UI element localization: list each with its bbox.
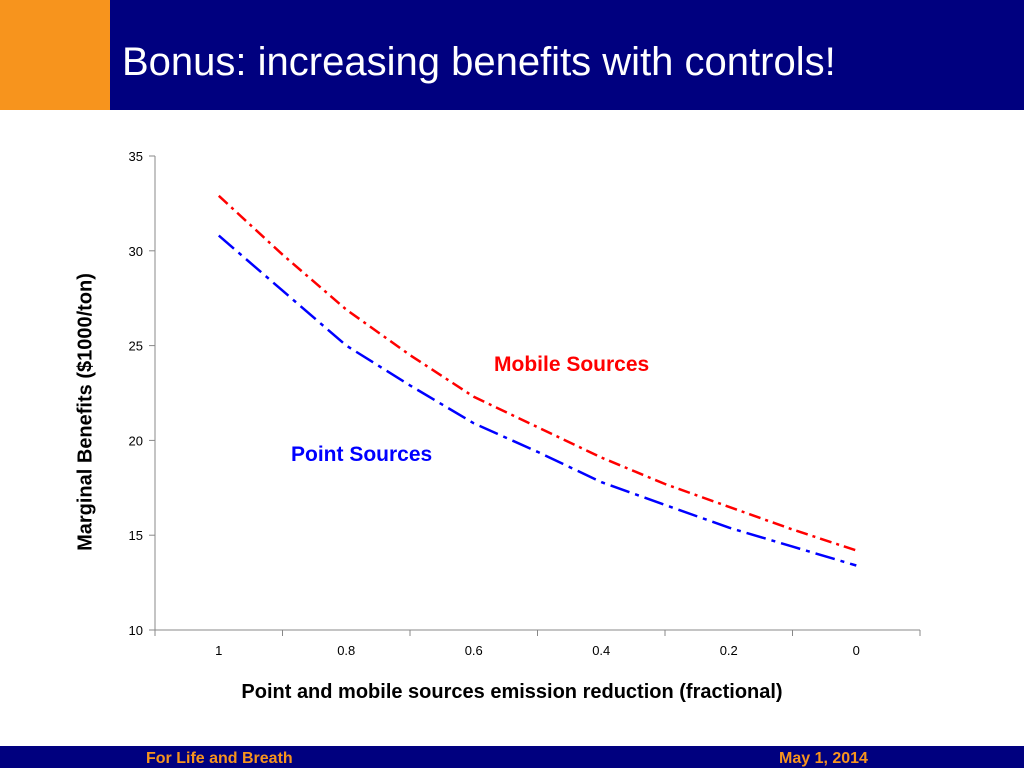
x-tick-label: 0.6 — [465, 643, 483, 658]
footer-tagline: For Life and Breath — [146, 750, 293, 767]
y-tick-label: 10 — [129, 623, 143, 638]
x-tick-label: 0.4 — [592, 643, 610, 658]
title-bar — [0, 0, 1024, 110]
chart-ticks: 10 15 20 25 30 35 1 0.8 0.6 0.4 0.2 0 — [129, 149, 921, 658]
slide-title: Bonus: increasing benefits with controls… — [122, 40, 836, 84]
x-tick-label: 0.2 — [720, 643, 738, 658]
series-line-point-sources — [217, 234, 857, 567]
x-tick-label: 1 — [215, 643, 222, 658]
y-tick-label: 25 — [129, 339, 143, 354]
footer-date: May 1, 2014 — [779, 750, 868, 767]
y-axis-title: Marginal Benefits ($1000/ton) — [74, 273, 97, 551]
x-tick-label: 0.8 — [337, 643, 355, 658]
y-tick-label: 15 — [129, 528, 143, 543]
chart-series-labels: Mobile Sources Point Sources — [291, 353, 649, 466]
x-tick-label: 0 — [853, 643, 860, 658]
title-accent-block — [0, 0, 110, 110]
series-label-mobile-sources: Mobile Sources — [494, 353, 649, 376]
x-axis-title: Point and mobile sources emission reduct… — [241, 681, 783, 703]
y-tick-label: 20 — [129, 433, 143, 448]
series-line-mobile-sources — [217, 194, 857, 552]
y-tick-label: 35 — [129, 149, 143, 164]
chart-axes — [154, 156, 920, 631]
footer-bar: For Life and Breath May 1, 2014 — [0, 746, 1024, 768]
chart-series — [217, 194, 857, 567]
series-label-point-sources: Point Sources — [291, 443, 432, 466]
y-tick-label: 30 — [129, 244, 143, 259]
